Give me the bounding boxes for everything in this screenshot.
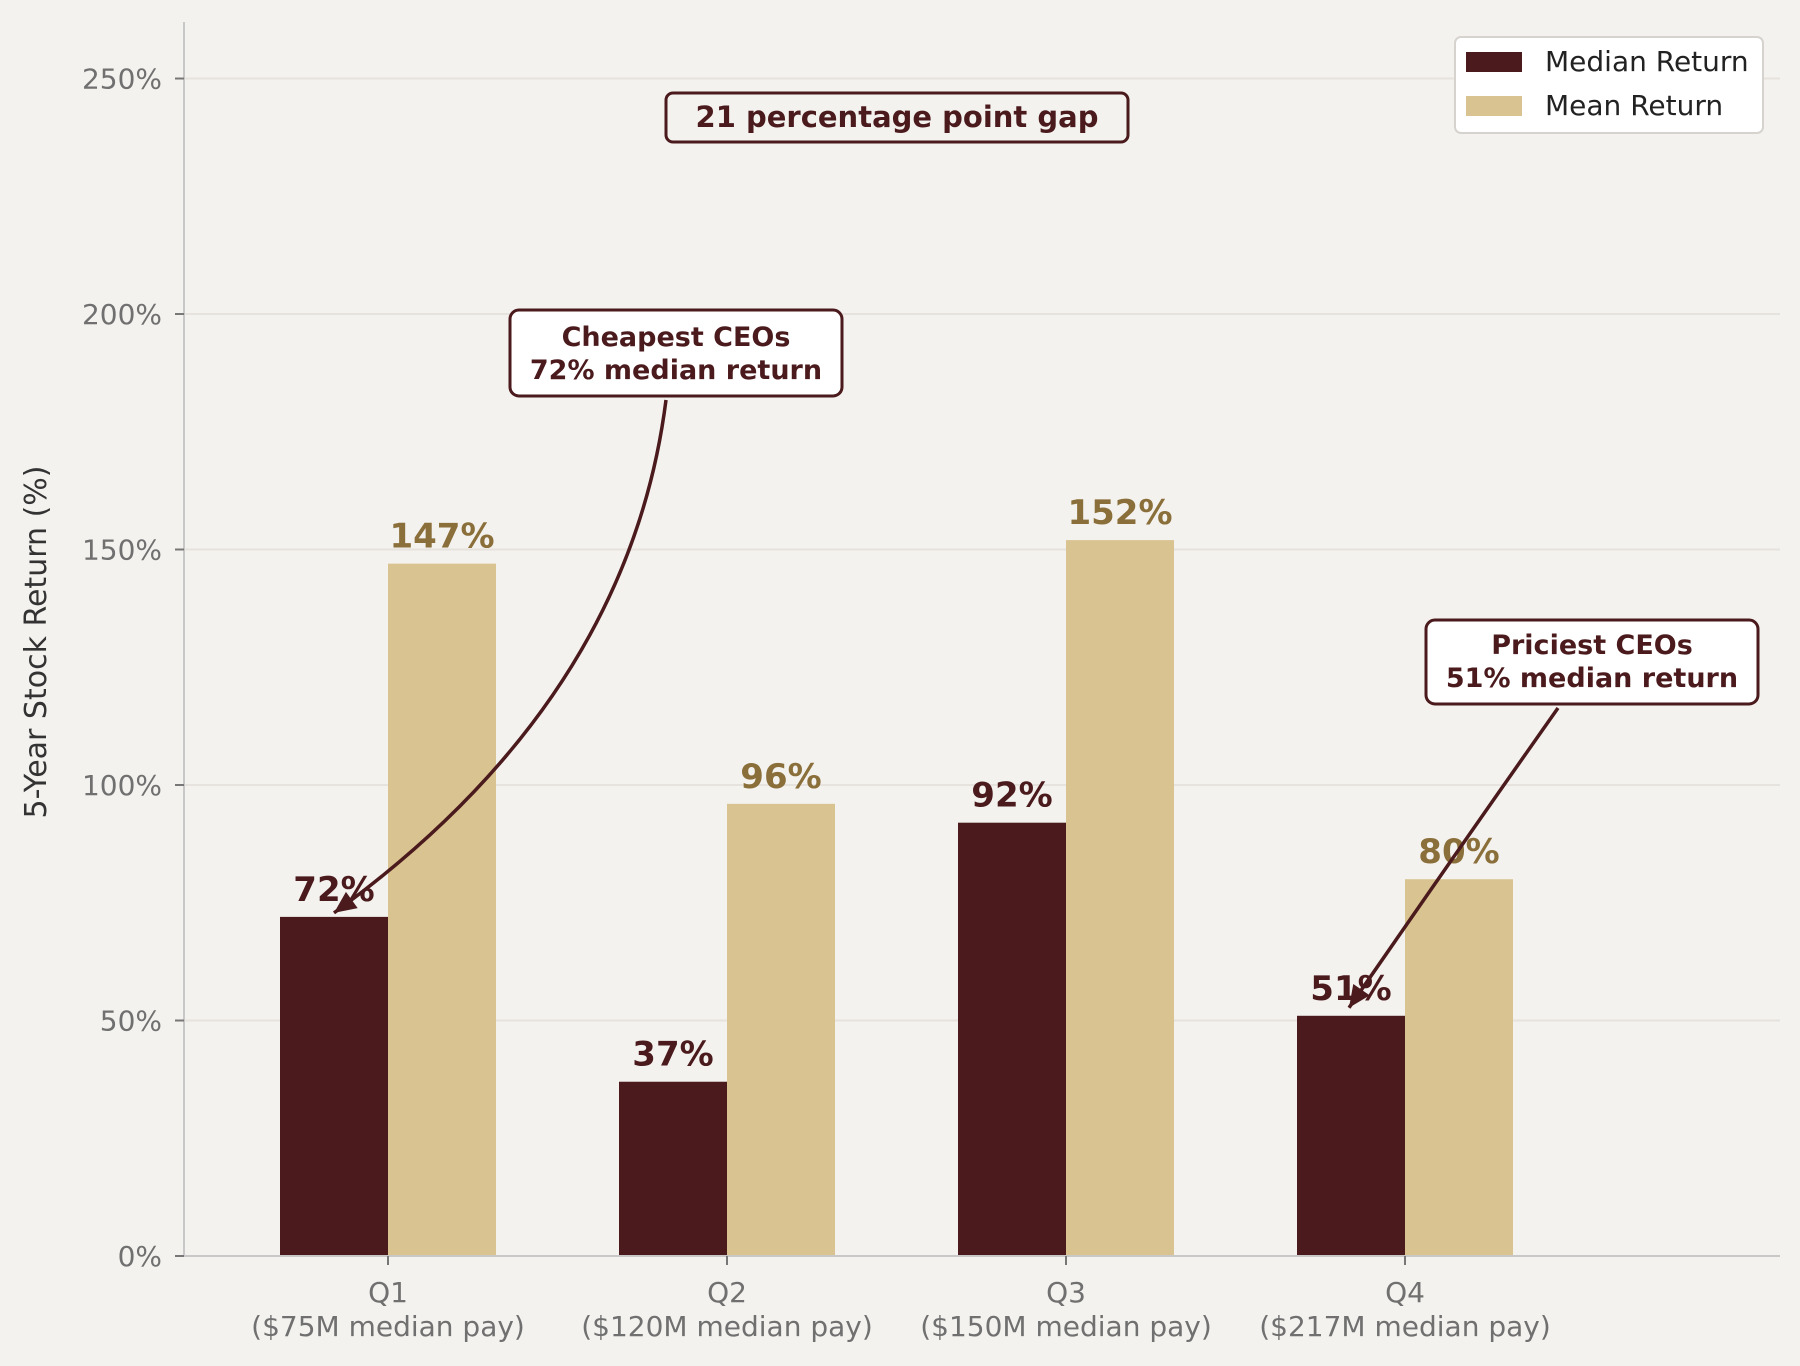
gap-annotation: 21 percentage point gap [664,91,1130,144]
cheapest-annotation-title: Cheapest CEOs [562,322,791,353]
bar-median-return-q3 [958,822,1066,1256]
x-tick-sublabel: ($217M median pay) [1259,1310,1551,1343]
legend-label-median: Median Return [1545,45,1749,78]
y-tick-label: 0% [118,1240,162,1273]
y-tick-label: 50% [100,1005,162,1038]
value-label: 92% [971,776,1052,816]
gap-annotation-box [664,91,1130,144]
x-tick-sublabel: ($120M median pay) [581,1310,873,1343]
y-tick-label: 100% [82,769,162,802]
legend-swatch-mean [1466,96,1522,116]
value-label: 96% [740,757,821,797]
bar-mean-return-q2 [727,803,835,1256]
bar-mean-return-q4 [1405,879,1513,1256]
priciest-arrowhead [1349,984,1370,1008]
bar-median-return-q2 [619,1081,727,1256]
legend-box [1454,36,1764,134]
cheapest-annotation-box [508,308,844,398]
x-tick-sublabel: ($75M median pay) [251,1310,525,1343]
value-label: 72% [293,870,374,910]
value-label: 37% [632,1035,713,1075]
value-label: 152% [1067,493,1172,533]
bar-mean-return-q3 [1066,540,1174,1256]
y-axis-title: 5-Year Stock Return (%) [19,466,54,819]
y-tick-label: 200% [82,298,162,331]
cheapest-arrow [332,399,668,915]
value-label: 147% [389,517,494,557]
axes [183,22,1780,1257]
x-tick-label: Q2 [707,1276,747,1309]
cheapest-annotation: Cheapest CEOs 72% median return [332,308,844,915]
bars [280,540,1513,1256]
y-ticks: 0% 50% 100% 150% 200% 250% [82,63,184,1273]
priciest-annotation-detail: 51% median return [1446,663,1738,694]
bar-median-return-q1 [280,916,388,1256]
priciest-annotation: Priciest CEOs 51% median return [1347,618,1760,1009]
value-labels: 72%147%37%96% 92%152%51%80% [293,493,1499,1075]
x-tick-label: Q1 [368,1276,408,1309]
legend-swatch-median [1466,52,1522,72]
priciest-arrow [1347,706,1560,1009]
gap-annotation-text: 21 percentage point gap [696,100,1099,134]
legend: Median Return Mean Return [1454,36,1764,134]
x-tick-sublabel: ($150M median pay) [920,1310,1212,1343]
priciest-annotation-title: Priciest CEOs [1491,630,1693,661]
x-tick-label: Q4 [1385,1276,1425,1309]
legend-label-mean: Mean Return [1545,89,1723,122]
priciest-annotation-box [1424,618,1760,706]
bar-median-return-q4 [1297,1015,1405,1256]
bar-mean-return-q1 [388,563,496,1256]
y-tick-label: 250% [82,63,162,96]
cheapest-annotation-detail: 72% median return [530,355,822,386]
cheapest-arrowhead [334,891,358,913]
x-ticks: Q1($75M median pay) Q2($120M median pay) Q… [251,1256,1551,1343]
x-tick-label: Q3 [1046,1276,1086,1309]
y-tick-label: 150% [82,534,162,567]
